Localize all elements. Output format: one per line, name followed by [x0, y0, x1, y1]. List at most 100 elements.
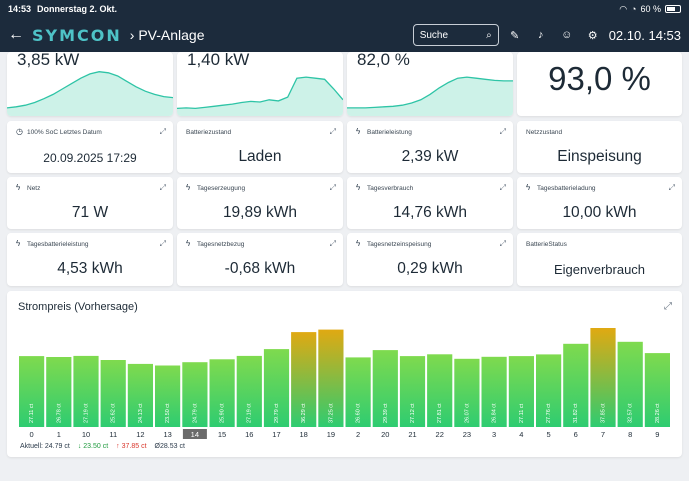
edit-icon[interactable]: ✎ — [510, 29, 520, 42]
price-bar[interactable] — [46, 357, 72, 427]
price-bar[interactable] — [127, 363, 153, 427]
tile-daily-battery-power[interactable]: ϟ Tagesbatterieleistung ⤢ 4,53 kWh — [7, 233, 173, 286]
price-bar[interactable] — [345, 357, 371, 427]
x-tick-label: 0 — [30, 430, 34, 439]
breadcrumb[interactable]: › PV-Anlage — [129, 27, 205, 43]
legend-current: Aktuell: 24.79 ct — [20, 443, 70, 450]
chart-title: Strompreis (Vorhersage) — [18, 301, 138, 313]
price-bar[interactable] — [100, 360, 126, 427]
expand-icon[interactable]: ⤢ — [668, 183, 675, 192]
sparkline-chart — [347, 76, 513, 116]
expand-icon[interactable]: ⤢ — [664, 301, 672, 312]
bar-value-label: 24.13 ct — [138, 403, 144, 423]
tile-value: 4,53 kWh — [57, 260, 123, 277]
price-bar[interactable] — [236, 355, 262, 427]
price-bar[interactable] — [263, 349, 290, 427]
user-icon[interactable]: ☺ — [561, 29, 573, 41]
expand-icon[interactable]: ⤢ — [159, 183, 166, 192]
tile-grid-state[interactable]: Netzzustand Einspeisung — [517, 121, 682, 173]
expand-icon[interactable]: ⤢ — [159, 127, 166, 136]
tile-label: Netzzustand — [526, 129, 563, 136]
price-bar[interactable] — [454, 358, 480, 427]
expand-icon[interactable]: ⤢ — [499, 127, 506, 136]
tile-daily-consumption[interactable]: ϟ Tagesverbrauch ⤢ 14,76 kWh — [347, 177, 513, 229]
search-input[interactable]: Suche ⌕ — [412, 24, 499, 46]
expand-icon[interactable]: ⤢ — [329, 239, 336, 248]
bell-icon[interactable]: ♪ — [537, 29, 544, 41]
sparkline-area — [177, 77, 343, 116]
price-bar[interactable] — [563, 343, 589, 427]
sparkline-line — [7, 71, 173, 109]
bar-value-label: 27.12 ct — [410, 403, 416, 423]
price-chart-card[interactable]: 27.11 ct 0 26.78 ct 1 27.19 ct 10 25.62 ct 11 24… — [7, 291, 682, 457]
bar-value-label: 26.78 ct — [56, 403, 62, 423]
tile-battery-state[interactable]: Batteriezustand ⤢ Laden — [177, 121, 343, 173]
price-bar[interactable] — [508, 356, 534, 427]
card-value: 93,0 % — [548, 60, 651, 97]
bar-value-label: 25.62 ct — [111, 403, 117, 423]
price-bar[interactable] — [182, 362, 208, 427]
price-bar[interactable] — [617, 341, 643, 427]
price-bar[interactable] — [73, 355, 99, 427]
tile-daily-grid-export[interactable]: ϟ Tagesnetzeinspeisung ⤢ 0,29 kWh — [347, 233, 513, 286]
card-autarky[interactable]: 93,0 % — [517, 52, 682, 116]
price-bar[interactable] — [481, 356, 507, 427]
price-bar[interactable] — [155, 365, 181, 428]
bar-value-label: 29.79 ct — [274, 403, 280, 423]
tile-battery-power[interactable]: ϟ Batterieleistung ⤢ 2,39 kW — [347, 121, 513, 173]
tile-label: 100% SoC Letztes Datum — [27, 129, 102, 136]
price-bar[interactable] — [291, 332, 317, 427]
tile-label: BatterieStatus — [526, 241, 567, 248]
price-bar[interactable] — [536, 354, 562, 427]
app-header: ← SYMCON › PV-Anlage Suche ⌕ ✎ ♪ ☺ ⚙ 02.… — [0, 18, 689, 52]
expand-icon[interactable]: ⤢ — [329, 183, 336, 192]
tile-value: -0,68 kWh — [224, 260, 296, 277]
price-bar[interactable] — [644, 353, 670, 427]
arrow-left-icon[interactable]: ← — [8, 26, 24, 43]
bar-value-label: 31.82 ct — [573, 403, 579, 423]
tile-daily-battery-charge[interactable]: ϟ Tagesbatterieladung ⤢ 10,00 kWh — [517, 177, 682, 229]
card-value: 82,0 % — [357, 52, 410, 69]
tile-label: Tagesbatterieladung — [537, 185, 596, 192]
bolt-icon: ϟ — [16, 183, 21, 192]
tile-daily-grid-import[interactable]: ϟ Tagesnetzbezug ⤢ -0,68 kWh — [177, 233, 343, 286]
tile-value: 10,00 kWh — [562, 204, 637, 221]
tile-daily-production[interactable]: ϟ Tageserzeugung ⤢ 19,89 kWh — [177, 177, 343, 229]
x-tick-label: 10 — [82, 430, 90, 439]
expand-icon[interactable]: ⤢ — [499, 239, 506, 248]
price-bar[interactable] — [372, 350, 398, 427]
sparkline-chart — [7, 71, 173, 116]
x-tick-label: 14 — [191, 430, 199, 439]
card-pv-power[interactable]: 3,85 kW — [7, 52, 173, 116]
expand-icon[interactable]: ⤢ — [159, 239, 166, 248]
current-hour-marker — [182, 429, 207, 439]
price-bar[interactable] — [318, 329, 344, 427]
price-bar[interactable] — [399, 356, 426, 427]
price-bar[interactable] — [19, 356, 45, 427]
x-tick-label: 22 — [436, 430, 444, 439]
sparkline-area — [347, 77, 513, 116]
symcon-logo[interactable]: SYMCON — [32, 25, 122, 45]
expand-icon[interactable]: ⤢ — [499, 183, 506, 192]
x-tick-label: 19 — [327, 430, 335, 439]
card-consumption[interactable]: 1,40 kW — [177, 52, 343, 116]
tile-label: Tagesnetzbezug — [197, 241, 245, 248]
tile-grid[interactable]: ϟ Netz ⤢ 71 W — [7, 177, 173, 229]
gear-icon[interactable]: ⚙ — [587, 29, 598, 42]
price-bar[interactable] — [427, 354, 453, 427]
bolt-icon: ϟ — [16, 239, 21, 248]
search-icon: ⌕ — [486, 29, 492, 41]
x-tick-label: 2 — [356, 430, 360, 439]
price-bar[interactable] — [209, 359, 235, 427]
bolt-icon: ϟ — [356, 127, 361, 136]
bar-value-label: 29.39 ct — [383, 403, 389, 423]
tile-soc-date[interactable]: ◷ 100% SoC Letztes Datum ⤢ 20.09.2025 17… — [7, 121, 173, 173]
price-bar[interactable] — [590, 328, 616, 427]
tile-value: 2,39 kW — [401, 148, 459, 165]
x-tick-label: 15 — [218, 430, 226, 439]
tile-battery-status[interactable]: BatterieStatus Eigenverbrauch — [517, 233, 682, 286]
expand-icon[interactable]: ⤢ — [329, 127, 336, 136]
tile-value: 14,76 kWh — [392, 204, 468, 221]
card-battery-soc[interactable]: 82,0 % — [347, 52, 513, 116]
